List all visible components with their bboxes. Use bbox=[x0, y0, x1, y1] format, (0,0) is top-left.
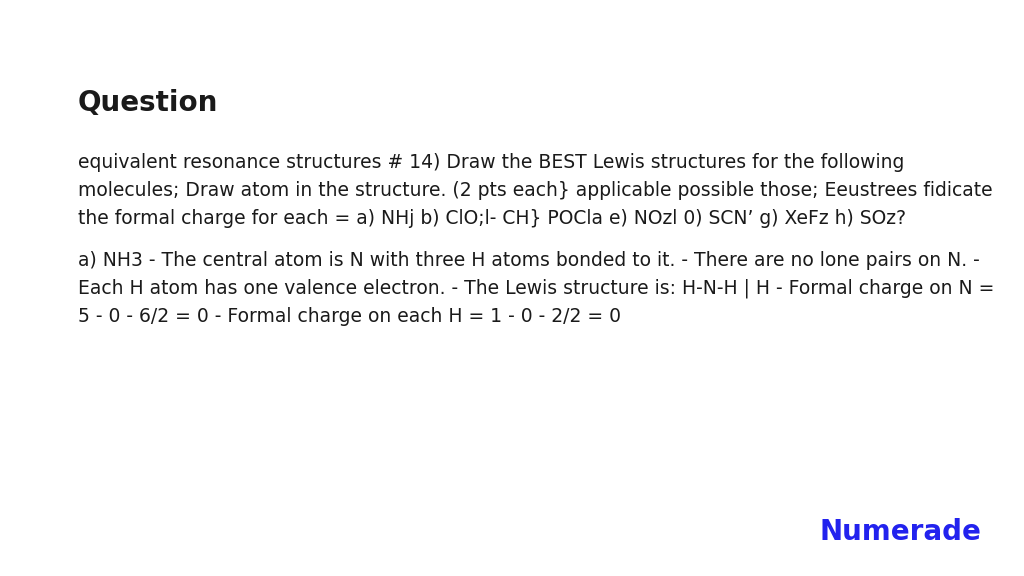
Text: equivalent resonance structures # 14) Draw the BEST Lewis structures for the fol: equivalent resonance structures # 14) Dr… bbox=[78, 153, 992, 228]
Text: Numerade: Numerade bbox=[819, 518, 981, 546]
Text: a) NH3 - The central atom is N with three H atoms bonded to it. - There are no l: a) NH3 - The central atom is N with thre… bbox=[78, 251, 994, 326]
Text: Question: Question bbox=[78, 89, 218, 118]
